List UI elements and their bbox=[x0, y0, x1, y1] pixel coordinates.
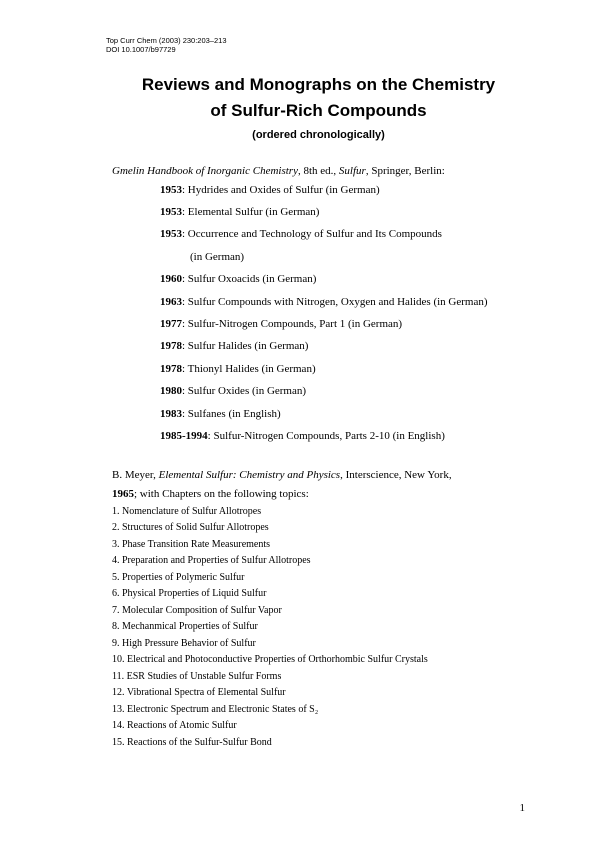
page-subtitle: (ordered chronologically) bbox=[112, 129, 525, 141]
page: Top Curr Chem (2003) 230:203–213 DOI 10.… bbox=[0, 0, 595, 842]
entry-year: 1980 bbox=[160, 385, 182, 397]
gmelin-entry: 1963: Sulfur Compounds with Nitrogen, Ox… bbox=[160, 295, 525, 310]
gmelin-intro-text2: , Springer, Berlin: bbox=[366, 165, 445, 177]
chapter-item: 9. High Pressure Behavior of Sulfur bbox=[112, 636, 525, 652]
chapter-item: 1. Nomenclature of Sulfur Allotropes bbox=[112, 504, 525, 520]
gmelin-entry: 1980: Sulfur Oxides (in German) bbox=[160, 384, 525, 399]
entry-year: 1977 bbox=[160, 318, 182, 330]
chapter-item: 2. Structures of Solid Sulfur Allotropes bbox=[112, 520, 525, 536]
entry-continuation: (in German) bbox=[190, 250, 525, 265]
chapter-item: 15. Reactions of the Sulfur-Sulfur Bond bbox=[112, 735, 525, 751]
chapter-item: 6. Physical Properties of Liquid Sulfur bbox=[112, 586, 525, 602]
gmelin-entry: 1983: Sulfanes (in English) bbox=[160, 407, 525, 422]
title-line2: of Sulfur-Rich Compounds bbox=[112, 98, 525, 124]
entry-text: : Sulfur Compounds with Nitrogen, Oxygen… bbox=[182, 296, 488, 308]
journal-ref: Top Curr Chem (2003) 230:203–213 bbox=[106, 36, 525, 45]
gmelin-entry: 1960: Sulfur Oxoacids (in German) bbox=[160, 272, 525, 287]
chapter-item: 5. Properties of Polymeric Sulfur bbox=[112, 570, 525, 586]
entry-text: : Sulfur Halides (in German) bbox=[182, 340, 308, 352]
entry-text: : Thionyl Halides (in German) bbox=[182, 363, 316, 375]
chapter-item: 12. Vibrational Spectra of Elemental Sul… bbox=[112, 685, 525, 701]
gmelin-entries: 1953: Hydrides and Oxides of Sulfur (in … bbox=[160, 183, 525, 445]
entry-year: 1953 bbox=[160, 184, 182, 196]
doi: DOI 10.1007/b97729 bbox=[106, 45, 525, 54]
gmelin-entry: 1953: Elemental Sulfur (in German) bbox=[160, 205, 525, 220]
entry-text: : Sulfur-Nitrogen Compounds, Parts 2-10 … bbox=[208, 430, 445, 442]
entry-year: 1953 bbox=[160, 228, 182, 240]
gmelin-entry: 1953: Hydrides and Oxides of Sulfur (in … bbox=[160, 183, 525, 198]
gmelin-subject: Sulfur bbox=[339, 165, 366, 177]
entry-year: 1983 bbox=[160, 408, 182, 420]
gmelin-entry: 1953: Occurrence and Technology of Sulfu… bbox=[160, 227, 525, 242]
entry-text: : Sulfur Oxides (in German) bbox=[182, 385, 306, 397]
meyer-year: 1965 bbox=[112, 488, 134, 500]
chapter-item: 7. Molecular Composition of Sulfur Vapor bbox=[112, 603, 525, 619]
meyer-title: Elemental Sulfur: Chemistry and Physics bbox=[159, 469, 340, 481]
meyer-author: B. Meyer, bbox=[112, 469, 159, 481]
entry-text: : Occurrence and Technology of Sulfur an… bbox=[182, 228, 442, 240]
entry-year: 1960 bbox=[160, 273, 182, 285]
header-meta: Top Curr Chem (2003) 230:203–213 DOI 10.… bbox=[106, 36, 525, 54]
entry-text: : Hydrides and Oxides of Sulfur (in Germ… bbox=[182, 184, 380, 196]
gmelin-entry: 1985-1994: Sulfur-Nitrogen Compounds, Pa… bbox=[160, 429, 525, 444]
meyer-section: B. Meyer, Elemental Sulfur: Chemistry an… bbox=[112, 466, 525, 750]
meyer-chapters: 1. Nomenclature of Sulfur Allotropes2. S… bbox=[112, 504, 525, 751]
chapter-item: 8. Mechanmical Properties of Sulfur bbox=[112, 619, 525, 635]
gmelin-entry: 1977: Sulfur-Nitrogen Compounds, Part 1 … bbox=[160, 317, 525, 332]
gmelin-intro: Gmelin Handbook of Inorganic Chemistry, … bbox=[112, 165, 525, 177]
gmelin-intro-text1: , 8th ed., bbox=[298, 165, 339, 177]
chapter-item: 4. Preparation and Properties of Sulfur … bbox=[112, 553, 525, 569]
page-title: Reviews and Monographs on the Chemistry … bbox=[112, 72, 525, 125]
entry-year: 1985-1994 bbox=[160, 430, 208, 442]
gmelin-title: Gmelin Handbook of Inorganic Chemistry bbox=[112, 165, 298, 177]
entry-text: : Sulfanes (in English) bbox=[182, 408, 281, 420]
title-line1: Reviews and Monographs on the Chemistry bbox=[112, 72, 525, 98]
entry-text: : Sulfur-Nitrogen Compounds, Part 1 (in … bbox=[182, 318, 402, 330]
entry-year: 1978 bbox=[160, 340, 182, 352]
page-number: 1 bbox=[520, 802, 526, 814]
entry-text: : Sulfur Oxoacids (in German) bbox=[182, 273, 316, 285]
meyer-tail: ; with Chapters on the following topics: bbox=[134, 488, 309, 500]
chapter-item: 10. Electrical and Photoconductive Prope… bbox=[112, 652, 525, 668]
chapter-item: 11. ESR Studies of Unstable Sulfur Forms bbox=[112, 669, 525, 685]
entry-year: 1963 bbox=[160, 296, 182, 308]
chapter-item: 13. Electronic Spectrum and Electronic S… bbox=[112, 702, 525, 718]
meyer-intro: B. Meyer, Elemental Sulfur: Chemistry an… bbox=[112, 466, 525, 503]
gmelin-entry: 1978: Sulfur Halides (in German) bbox=[160, 339, 525, 354]
entry-text: : Elemental Sulfur (in German) bbox=[182, 206, 319, 218]
meyer-publisher: , Interscience, New York, bbox=[340, 469, 452, 481]
entry-year: 1978 bbox=[160, 363, 182, 375]
gmelin-entry: 1978: Thionyl Halides (in German) bbox=[160, 362, 525, 377]
chapter-item: 14. Reactions of Atomic Sulfur bbox=[112, 718, 525, 734]
entry-year: 1953 bbox=[160, 206, 182, 218]
chapter-item: 3. Phase Transition Rate Measurements bbox=[112, 537, 525, 553]
